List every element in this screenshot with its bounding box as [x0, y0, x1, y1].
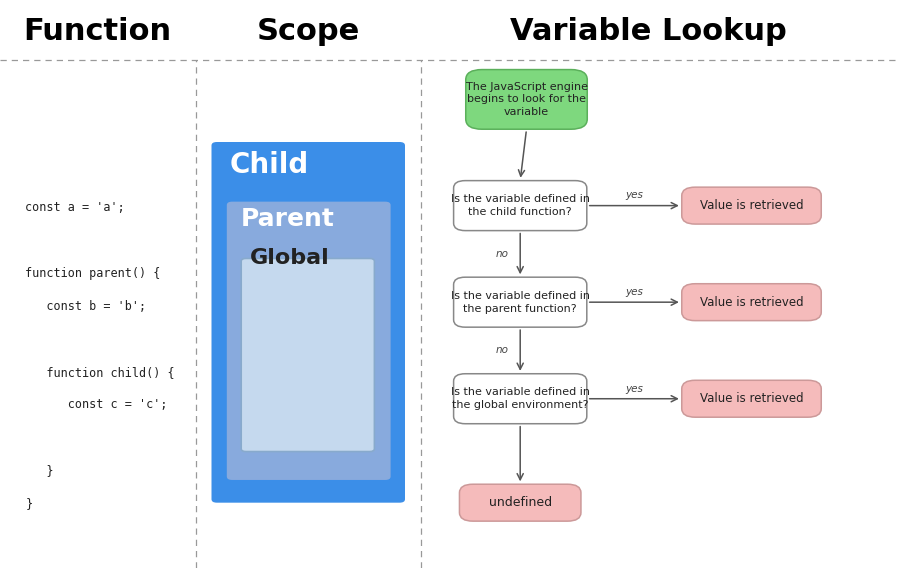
FancyBboxPatch shape: [227, 202, 391, 480]
FancyBboxPatch shape: [454, 374, 587, 424]
Text: }: }: [25, 465, 54, 477]
Text: Child: Child: [230, 151, 309, 179]
Text: Is the variable defined in
the parent function?: Is the variable defined in the parent fu…: [451, 291, 590, 314]
Text: Is the variable defined in
the global environment?: Is the variable defined in the global en…: [451, 387, 590, 410]
Text: function parent() {: function parent() {: [25, 267, 160, 279]
Text: const b = 'b';: const b = 'b';: [25, 300, 147, 312]
Text: The JavaScript engine
begins to look for the
variable: The JavaScript engine begins to look for…: [465, 82, 588, 117]
Text: function child() {: function child() {: [25, 366, 175, 378]
FancyBboxPatch shape: [682, 187, 821, 224]
FancyBboxPatch shape: [459, 484, 581, 521]
Text: Value is retrieved: Value is retrieved: [699, 296, 804, 308]
FancyBboxPatch shape: [454, 277, 587, 327]
Text: Variable Lookup: Variable Lookup: [509, 16, 787, 46]
FancyBboxPatch shape: [682, 381, 821, 417]
Text: Value is retrieved: Value is retrieved: [699, 199, 804, 212]
Text: const a = 'a';: const a = 'a';: [25, 201, 125, 214]
FancyBboxPatch shape: [212, 142, 405, 503]
Text: undefined: undefined: [489, 496, 552, 509]
Text: }: }: [25, 498, 32, 510]
Text: yes: yes: [626, 383, 644, 394]
Text: Value is retrieved: Value is retrieved: [699, 392, 804, 405]
Text: yes: yes: [626, 190, 644, 201]
Text: Function: Function: [23, 16, 171, 46]
Text: no: no: [496, 249, 508, 259]
Text: no: no: [496, 345, 508, 356]
Text: const c = 'c';: const c = 'c';: [25, 399, 167, 411]
Text: Is the variable defined in
the child function?: Is the variable defined in the child fun…: [451, 194, 590, 217]
Text: Scope: Scope: [257, 16, 360, 46]
Text: Global: Global: [250, 248, 330, 269]
Text: Parent: Parent: [241, 207, 335, 231]
FancyBboxPatch shape: [454, 181, 587, 231]
FancyBboxPatch shape: [241, 258, 374, 452]
FancyBboxPatch shape: [682, 284, 821, 320]
FancyBboxPatch shape: [466, 70, 587, 130]
Text: yes: yes: [626, 287, 644, 297]
